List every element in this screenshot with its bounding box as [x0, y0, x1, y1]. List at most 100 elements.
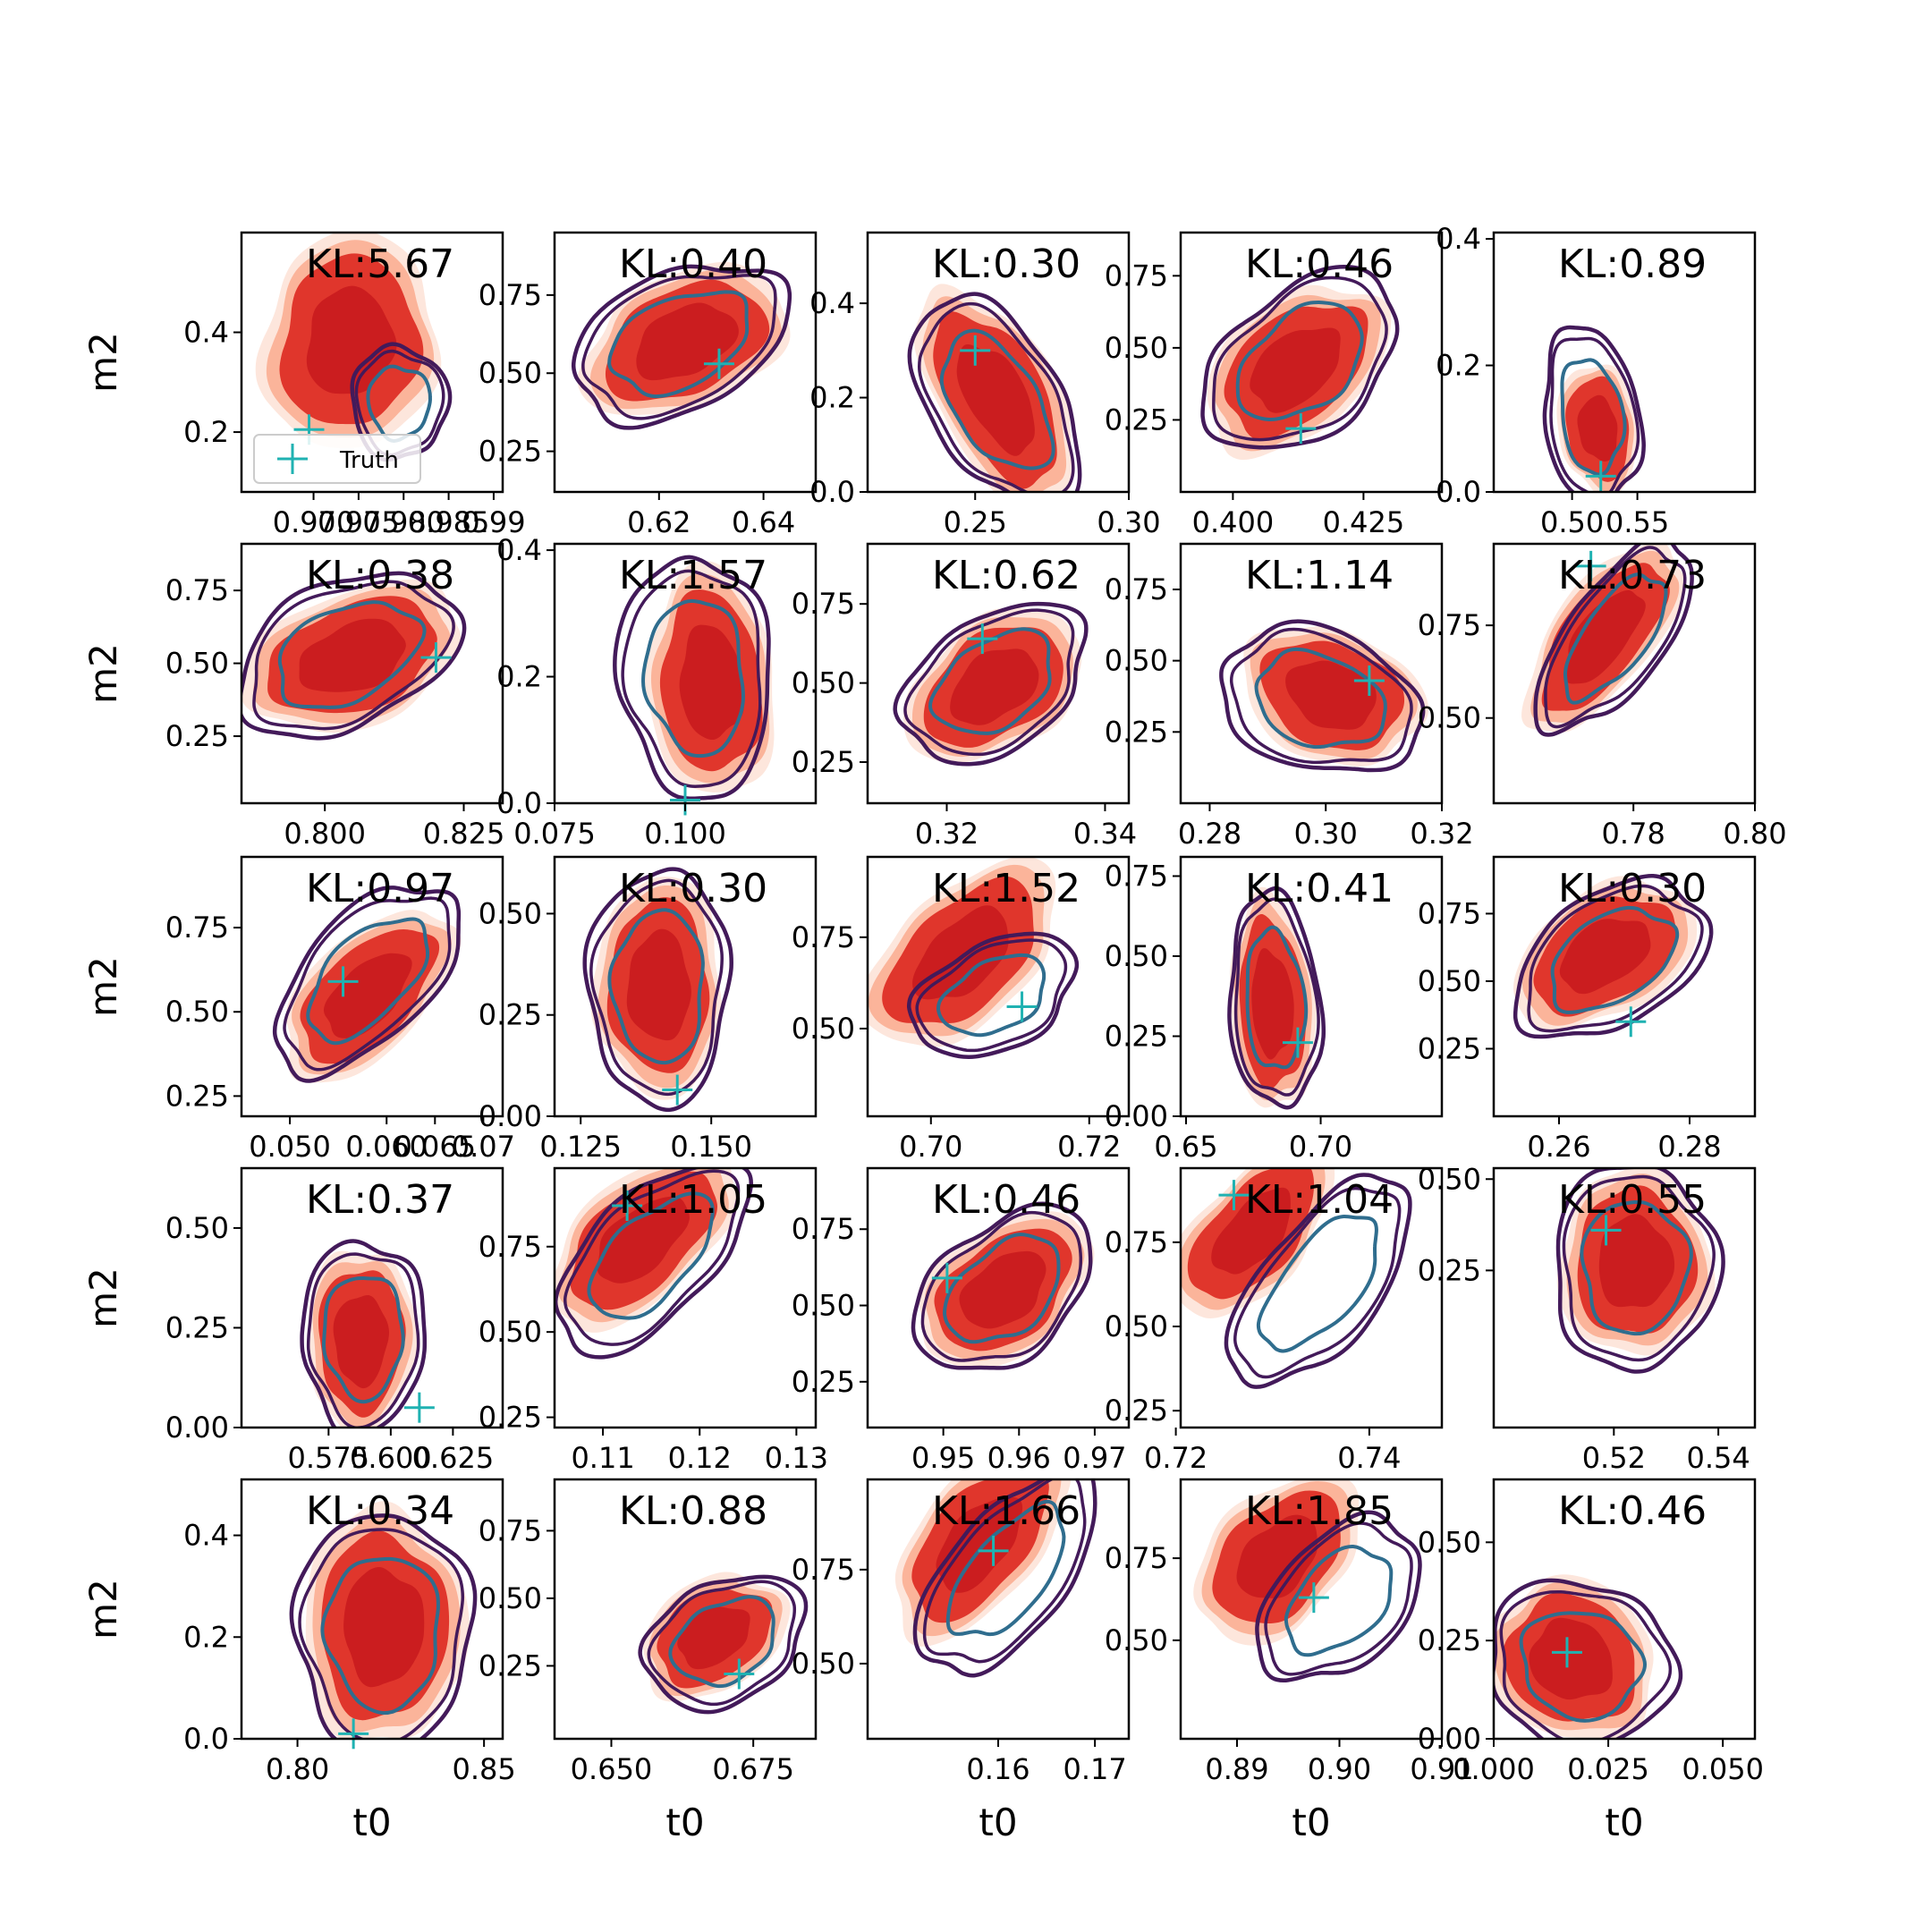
axes-frame [553, 1166, 818, 1429]
contour-line-2 [283, 896, 452, 1072]
kl-annotation: KL:0.46 [1558, 1488, 1707, 1534]
legend-label: Truth [339, 447, 399, 474]
subplot-10: 0.78 0.80 0.50 0.75 KL:0.73 [1418, 542, 1787, 851]
kl-annotation: KL:0.40 [619, 242, 767, 287]
contour-line-3 [945, 1499, 1066, 1637]
contour-line-3 [607, 290, 750, 399]
y-tick-label: 0.75 [792, 587, 855, 621]
x-tick-label: 0.100 [644, 817, 726, 851]
contour-line-1 [912, 1479, 1097, 1678]
contour-line-1 [1533, 544, 1694, 737]
contour-line-3 [1563, 572, 1668, 705]
contour-line-3 [320, 1556, 440, 1716]
density-fill-level-4 [950, 648, 1039, 725]
y-tick-label: 0.50 [1418, 701, 1481, 735]
x-tick-label: 0.400 [1192, 505, 1275, 539]
truth-marker [338, 1718, 369, 1750]
density-plot [300, 1239, 428, 1428]
x-axis-label: t0 [1292, 1801, 1330, 1844]
density-plot [289, 1501, 478, 1739]
x-tick-label: 0.78 [1602, 817, 1665, 851]
y-tick-label: 0.25 [1418, 1031, 1481, 1065]
axes-frame [1492, 231, 1757, 494]
kl-annotation: KL:1.14 [1245, 553, 1394, 598]
contour-line-1 [350, 342, 453, 462]
y-tick-label: 0.0 [809, 475, 855, 509]
truth-marker [403, 1392, 435, 1423]
contour-line-3 [1256, 1215, 1378, 1353]
y-tick-label: 0.25 [165, 1079, 229, 1113]
subplot-14: 0.65 0.70 0.00 0.25 0.50 0.75 KL:0.41 [1105, 855, 1444, 1164]
contour-line-1 [1224, 1173, 1412, 1389]
x-tick-label: 0.12 [668, 1441, 732, 1475]
y-tick-label: 0.0 [1436, 475, 1481, 509]
x-tick-label: 0.96 [987, 1441, 1051, 1475]
contour-line-2 [306, 1252, 420, 1428]
y-tick-label: 0.25 [479, 1648, 542, 1682]
kl-annotation: KL:0.55 [1558, 1177, 1707, 1223]
axes-frame [1179, 1478, 1444, 1741]
truth-marker [612, 1190, 643, 1221]
contour-line-1 [300, 1239, 428, 1428]
kl-annotation: KL:0.73 [1558, 553, 1707, 598]
x-tick-label: 0.97 [1063, 1441, 1126, 1475]
y-tick-label: 0.25 [479, 1401, 542, 1435]
y-tick-label: 0.75 [479, 278, 542, 312]
x-tick-label: 0.060 [345, 1130, 428, 1164]
x-axis-label: t0 [1605, 1801, 1643, 1844]
y-tick-label: 0.50 [479, 896, 542, 930]
y-tick-label: 0.2 [183, 1620, 229, 1654]
contour-line-2 [915, 938, 1068, 1053]
truth-marker [724, 1658, 755, 1690]
truth-marker [1353, 665, 1385, 696]
axes-frame [240, 231, 504, 494]
y-tick-label: 0.75 [165, 573, 229, 607]
density-fill-level-4 [597, 1196, 690, 1284]
y-tick-label: 0.75 [1105, 1541, 1168, 1575]
x-axis-label: t0 [665, 1801, 704, 1844]
legend-truth-marker [277, 444, 308, 474]
y-tick-label: 0.50 [1105, 939, 1168, 973]
legend: Truth [253, 434, 421, 484]
x-tick-label: 0.74 [1337, 1441, 1401, 1475]
y-tick-label: 0.75 [1105, 258, 1168, 292]
truth-marker [960, 335, 991, 366]
kl-annotation: KL:1.52 [932, 866, 1080, 911]
y-tick-label: 0.50 [792, 1012, 855, 1046]
axes-frame [1492, 855, 1757, 1118]
x-tick-label: 0.650 [571, 1752, 653, 1786]
contour-line-2 [1233, 897, 1320, 1097]
x-tick-label: 0.30 [1294, 817, 1358, 851]
subplot-7: 0.075 0.100 0.0 0.2 0.4 KL:1.57 [496, 533, 818, 851]
contour-line-3 [1519, 1611, 1648, 1723]
density-plot [638, 1572, 809, 1715]
kl-annotation: KL:0.41 [1245, 866, 1394, 911]
contour-line-2 [1233, 1186, 1402, 1379]
contour-line-3 [306, 917, 430, 1046]
x-tick-label: 0.28 [1657, 1130, 1721, 1164]
subplot-20: 0.52 0.54 0.25 0.50 KL:0.55 [1418, 1162, 1757, 1475]
contour-line-2 [903, 608, 1075, 757]
subplot-15: 0.26 0.28 0.25 0.50 0.75 KL:0.30 [1418, 855, 1757, 1164]
truth-marker [1551, 1637, 1582, 1668]
contour-line-3 [607, 908, 705, 1065]
density-plot [272, 886, 462, 1083]
axes-frame [553, 1478, 818, 1741]
y-tick-label: 0.2 [496, 660, 542, 694]
y-axis-label: m2 [81, 332, 125, 393]
axes-frame [866, 542, 1131, 805]
axes-frame [1179, 231, 1444, 494]
y-tick-label: 0.50 [1105, 1623, 1168, 1657]
density-plot [868, 857, 1080, 1059]
y-tick-label: 0.50 [479, 1581, 542, 1615]
y-tick-label: 0.50 [1105, 331, 1168, 365]
density-fill-level-4 [959, 1250, 1046, 1329]
truth-marker [1575, 550, 1606, 581]
kl-annotation: KL:0.62 [932, 553, 1080, 598]
density-fill-level-4 [1577, 394, 1618, 462]
axes-frame [1492, 1166, 1757, 1429]
x-tick-label: 0.025 [1567, 1752, 1649, 1786]
y-tick-label: 0.50 [479, 356, 542, 390]
subplot-24: 0.89 0.90 0.91 0.50 0.75 KL:1.85 t0 [1105, 1478, 1474, 1844]
axes-frame [240, 855, 504, 1118]
